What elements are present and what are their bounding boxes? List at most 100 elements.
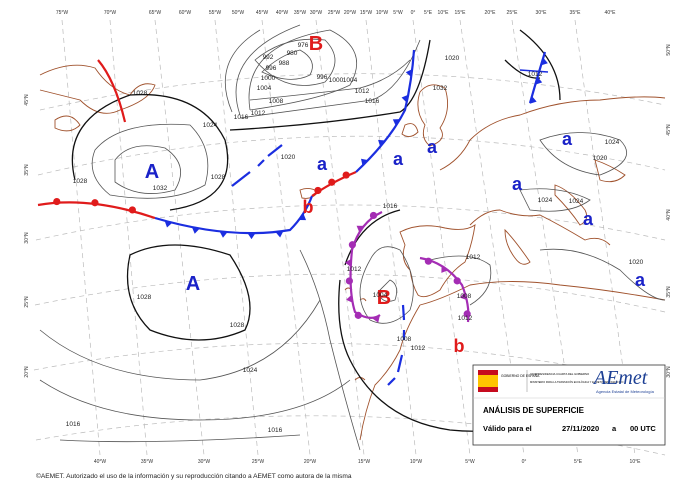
longitude-label: 40°W	[94, 459, 107, 465]
front-symbol	[540, 57, 548, 66]
longitude-label: 0°	[411, 10, 416, 16]
isobar-label: 1008	[457, 293, 472, 300]
longitude-label: 25°W	[252, 459, 265, 465]
isobar-label: 1032	[433, 85, 448, 92]
isobar-label: 1016	[365, 98, 380, 105]
front-symbol	[356, 225, 364, 233]
longitude-label: 10°E	[630, 459, 642, 465]
front-symbol	[53, 197, 61, 206]
front-symbol	[348, 241, 356, 249]
front-symbol	[298, 213, 307, 221]
isobar-label: 1012	[347, 266, 362, 273]
isobar-label: 1012	[466, 254, 481, 261]
front-symbol	[401, 94, 409, 103]
isobar-label: 1028	[133, 90, 148, 97]
longitude-label: 25°W	[328, 10, 341, 16]
longitude-label: 70°W	[104, 10, 117, 16]
longitude-label: 5°W	[393, 10, 403, 16]
front-symbol	[164, 220, 173, 228]
isobar-label: 1012	[411, 345, 426, 352]
isobar-label: 1016	[383, 203, 398, 210]
front-symbol	[328, 178, 336, 186]
front-symbol	[529, 96, 537, 104]
isobar-label: 1016	[268, 427, 283, 434]
latitude-label: 35°N	[666, 286, 672, 298]
front-symbol	[247, 233, 256, 240]
pressure-center: A	[186, 273, 200, 295]
pressure-center: a	[317, 154, 328, 174]
isobar-label: 1028	[137, 294, 152, 301]
longitude-label: 40°E	[605, 10, 617, 16]
isobar-label: 1024	[569, 198, 584, 205]
longitude-label: 15°E	[455, 10, 467, 16]
isobar-label: 1020	[593, 155, 608, 162]
pressure-center: b	[303, 197, 314, 217]
longitude-label: 20°W	[344, 10, 357, 16]
isobar-label: 1008	[269, 98, 284, 105]
longitude-label: 10°E	[438, 10, 450, 16]
isobar-label: 1000	[261, 75, 276, 82]
isobar-label: 980	[287, 50, 298, 57]
pressure-center: a	[635, 270, 646, 290]
front-symbol	[275, 231, 284, 238]
longitude-label: 0°	[522, 459, 527, 465]
front-symbol	[314, 186, 322, 195]
isobar-label: 1020	[445, 55, 460, 62]
isobar-label: 1012	[528, 71, 543, 78]
latitude-label: 45°N	[666, 124, 672, 136]
isobar-label: 1024	[243, 367, 258, 374]
front-symbol	[459, 292, 467, 300]
longitude-label: 15°W	[358, 459, 371, 465]
front-symbol	[453, 277, 461, 285]
isobar-label: 1028	[73, 178, 88, 185]
brand-sub: Agencia Estatal de Meteorología	[596, 389, 655, 394]
longitude-label: 25°E	[507, 10, 519, 16]
pressure-center: a	[393, 149, 404, 169]
longitude-label: 40°W	[276, 10, 289, 16]
front-symbol	[424, 257, 432, 265]
valid-at: a	[612, 424, 617, 433]
isobar-label: 1024	[538, 197, 553, 204]
isobar-label: 1004	[257, 85, 272, 92]
front-symbol	[128, 206, 136, 214]
government: GOBIERNO DE ESPAÑA	[501, 373, 540, 378]
front-symbol	[344, 258, 352, 267]
isobar-label: 1024	[203, 122, 218, 129]
isobar-label: 1016	[66, 421, 81, 428]
isobar-label: 1020	[629, 259, 644, 266]
longitude-label: 55°W	[209, 10, 222, 16]
valid-time: 00 UTC	[630, 424, 656, 433]
isobar-label: 1008	[397, 336, 412, 343]
front-symbol	[405, 69, 413, 78]
longitude-label: 45°W	[256, 10, 269, 16]
front-symbol	[354, 311, 362, 319]
vicepresidency: VICEPRESIDENCIA CUARTA DEL GOBIERNO	[530, 372, 590, 376]
isobar-label: 1012	[458, 315, 473, 322]
isobar-label: 1004	[343, 77, 358, 84]
longitude-label: 20°W	[304, 459, 317, 465]
latitude-label: 40°N	[666, 209, 672, 221]
pressure-center: a	[427, 137, 438, 157]
map-layout	[33, 19, 666, 456]
longitude-label: 10°W	[376, 10, 389, 16]
latitude-label: 30°N	[24, 232, 30, 244]
longitude-label: 20°E	[485, 10, 497, 16]
longitude-label: 60°W	[179, 10, 192, 16]
isobar-label: 996	[317, 74, 328, 81]
isobar-label: 992	[263, 54, 274, 61]
pressure-center: A	[145, 161, 159, 183]
front-symbol	[91, 199, 99, 207]
isobar-label: 1012	[355, 88, 370, 95]
front-symbol	[463, 310, 471, 318]
footer: ©AEMET. Autorizado el uso de la informac…	[36, 472, 352, 480]
front-symbol	[535, 76, 543, 85]
front-symbol	[369, 211, 378, 220]
longitude-label: 35°W	[294, 10, 307, 16]
pressure-center: B	[377, 287, 391, 309]
front-symbol	[342, 171, 350, 179]
isobar-label: 1032	[153, 185, 168, 192]
latitude-label: 50°N	[666, 44, 672, 56]
longitude-label: 5°E	[574, 459, 583, 465]
valid-date: 27/11/2020	[562, 424, 599, 433]
